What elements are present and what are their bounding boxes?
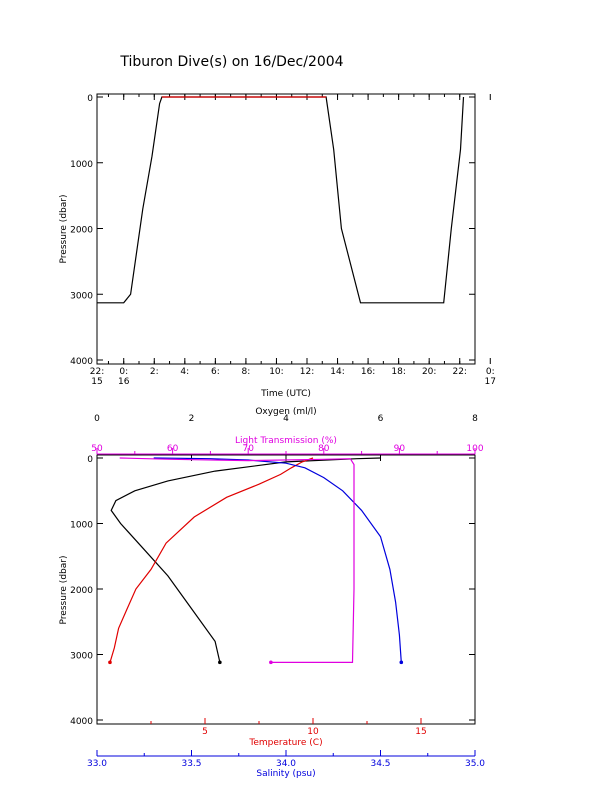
temperature-tick-label: 10 <box>307 727 319 737</box>
chart-title: Tiburon Dive(s) on 16/Dec/2004 <box>119 54 343 70</box>
light-axis-label: Light Transmission (%) <box>235 436 337 446</box>
oxygen-axis-label: Oxygen (ml/l) <box>255 407 316 417</box>
y-tick-label: 4000 <box>70 357 93 367</box>
x-tick-label-day: 17 <box>485 377 496 387</box>
oxygen-tick-label: 2 <box>189 414 195 424</box>
y-tick-label: 3000 <box>70 291 93 301</box>
x-tick-label: 8: <box>242 367 251 377</box>
x-tick-label-day: 15 <box>91 377 102 387</box>
y-axis-label: Pressure (dbar) <box>59 556 69 625</box>
y-axis-label: Pressure (dbar) <box>59 195 69 264</box>
pressure-trace <box>97 96 465 304</box>
temperature-tick-label: 15 <box>415 727 426 737</box>
light-tick-label: 70 <box>242 444 254 454</box>
salinity-tick-label: 34.5 <box>370 759 390 769</box>
salinity-tick-label: 34.0 <box>276 759 296 769</box>
y-tick-label: 4000 <box>70 717 93 727</box>
plot-frame <box>96 93 476 365</box>
temperature-axis-label: Temperature (C) <box>248 738 322 748</box>
y-tick-label: 2000 <box>70 226 93 236</box>
x-tick-label: 16: <box>361 367 375 377</box>
x-tick-label: 12: <box>300 367 314 377</box>
profile-chart: 0 1000 2000 3000 4000 Pressure (dbar) 0 2 4 6 8 Oxy… <box>59 407 485 779</box>
salinity-tick-label: 33.0 <box>87 759 107 769</box>
light-tick-label: 50 <box>91 444 103 454</box>
y-tick-label: 0 <box>87 455 93 465</box>
y-tick-label: 0 <box>87 94 93 104</box>
x-tick-label-day: 16 <box>118 377 130 387</box>
y-tick-label: 3000 <box>70 652 93 662</box>
y-tick-label: 2000 <box>70 586 93 596</box>
x-tick-label: 4: <box>180 367 189 377</box>
temperature-tick-label: 5 <box>202 727 208 737</box>
x-tick-label: 10: <box>269 367 283 377</box>
x-tick-label: 0: <box>119 367 128 377</box>
salinity-profile-end-point <box>399 660 404 665</box>
salinity-tick-label: 33.5 <box>181 759 201 769</box>
oxygen-tick-label: 8 <box>472 414 478 424</box>
light-profile-end-point <box>269 660 273 665</box>
light-tick-label: 90 <box>394 444 406 454</box>
x-tick-label: 18: <box>391 367 405 377</box>
light-profile <box>119 457 355 664</box>
light-tick-label: 100 <box>466 444 483 454</box>
oxygen-tick-label: 0 <box>94 414 100 424</box>
oxygen-profile-end-point <box>218 660 222 665</box>
oxygen-tick-label: 6 <box>378 414 384 424</box>
x-tick-label: 22: <box>90 367 104 377</box>
x-tick-label: 20: <box>422 367 436 377</box>
salinity-axis-label: Salinity (psu) <box>256 769 315 779</box>
x-axis-label: Time (UTC) <box>260 389 311 399</box>
x-tick-label: 14: <box>330 367 344 377</box>
y-tick-label: 1000 <box>70 160 93 170</box>
x-tick-label: 6: <box>211 367 220 377</box>
light-tick-label: 60 <box>167 444 179 454</box>
temperature-profile-end-point <box>108 660 112 665</box>
salinity-tick-label: 35.0 <box>465 759 485 769</box>
x-tick-label: 2: <box>150 367 159 377</box>
light-tick-label: 80 <box>318 444 330 454</box>
oxygen-tick-label: 4 <box>283 414 289 424</box>
salinity-profile <box>153 457 402 663</box>
oxygen-profile <box>110 457 381 663</box>
temperature-profile <box>109 457 314 663</box>
x-tick-label: 22: <box>452 367 466 377</box>
x-tick-label: 0: <box>486 367 495 377</box>
plot-frame <box>96 454 476 725</box>
y-tick-label: 1000 <box>70 521 93 531</box>
